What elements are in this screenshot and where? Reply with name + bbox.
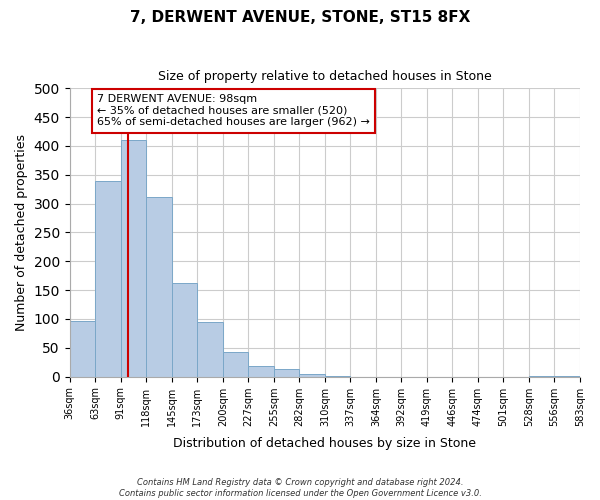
Bar bbox=[121, 140, 146, 376]
Bar bbox=[223, 352, 248, 376]
Bar bbox=[248, 366, 274, 376]
Bar bbox=[146, 198, 172, 376]
Bar bbox=[299, 374, 325, 376]
Y-axis label: Number of detached properties: Number of detached properties bbox=[15, 134, 28, 331]
Bar bbox=[197, 322, 223, 376]
Text: 7, DERWENT AVENUE, STONE, ST15 8FX: 7, DERWENT AVENUE, STONE, ST15 8FX bbox=[130, 10, 470, 25]
Bar bbox=[172, 282, 197, 376]
Bar bbox=[274, 368, 299, 376]
Text: 7 DERWENT AVENUE: 98sqm
← 35% of detached houses are smaller (520)
65% of semi-d: 7 DERWENT AVENUE: 98sqm ← 35% of detache… bbox=[97, 94, 370, 128]
Bar bbox=[70, 320, 95, 376]
X-axis label: Distribution of detached houses by size in Stone: Distribution of detached houses by size … bbox=[173, 437, 476, 450]
Bar bbox=[95, 180, 121, 376]
Text: Contains HM Land Registry data © Crown copyright and database right 2024.
Contai: Contains HM Land Registry data © Crown c… bbox=[119, 478, 481, 498]
Title: Size of property relative to detached houses in Stone: Size of property relative to detached ho… bbox=[158, 70, 492, 83]
